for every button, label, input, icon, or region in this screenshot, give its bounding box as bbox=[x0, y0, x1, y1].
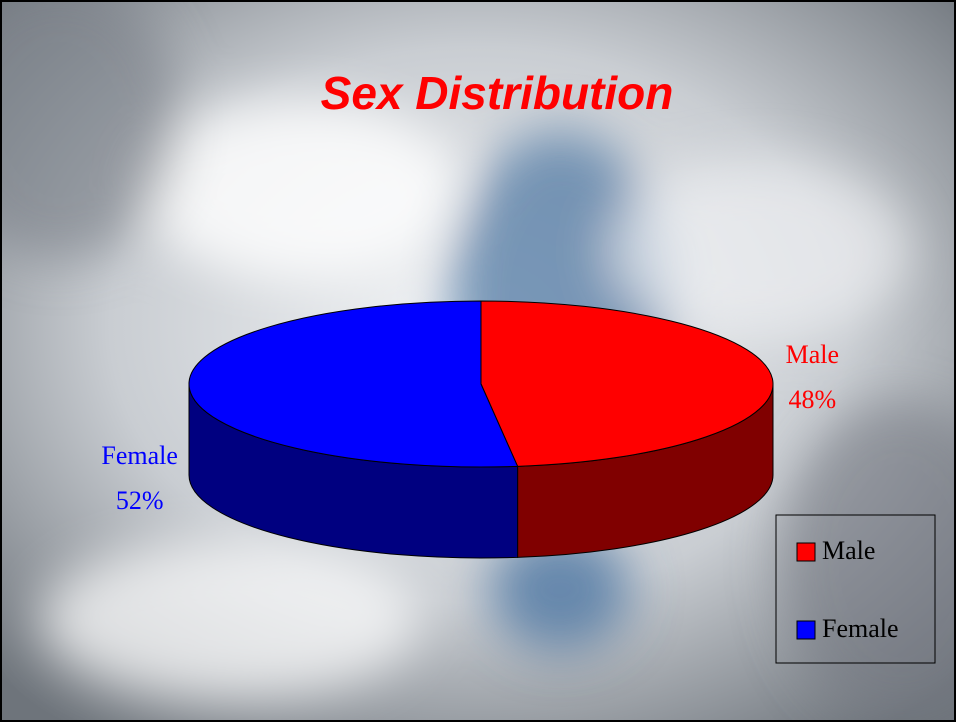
legend-swatch bbox=[797, 543, 815, 561]
chart-title: Sex Distribution bbox=[321, 67, 674, 119]
data-label-value: 52% bbox=[116, 486, 164, 515]
slide: Sex Distribution Male 48% Female 52% Male Fem… bbox=[0, 0, 956, 722]
data-label-name: Female bbox=[101, 441, 178, 470]
data-label-name: Male bbox=[786, 340, 839, 369]
legend-label: Female bbox=[822, 614, 899, 643]
data-label-value: 48% bbox=[789, 385, 837, 414]
legend-label: Male bbox=[822, 536, 875, 565]
legend-swatch bbox=[797, 621, 815, 639]
